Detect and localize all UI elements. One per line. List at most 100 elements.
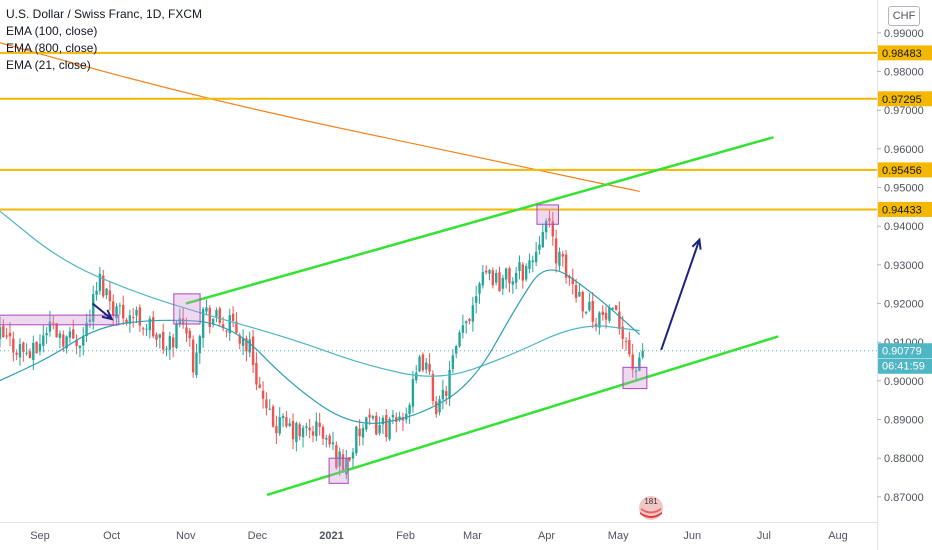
candle-down: [591, 300, 594, 322]
candle-down: [624, 340, 628, 342]
candle-up: [92, 294, 95, 322]
level-price-label: 0.94433: [878, 201, 932, 217]
candle-down: [181, 318, 185, 325]
candle-up: [158, 334, 162, 338]
candle-down: [275, 426, 278, 434]
candle-down: [62, 334, 65, 347]
candle-down: [28, 351, 32, 359]
candle-up: [148, 318, 152, 331]
countdown-label: 06:41:59: [882, 361, 925, 373]
candle-down: [298, 424, 301, 437]
candle-down: [155, 334, 158, 340]
y-tick-label: 0.97000: [884, 105, 924, 117]
y-tick-label: 0.87000: [884, 492, 924, 504]
time-axis-border: [0, 522, 877, 523]
candle-up: [25, 352, 28, 354]
level-price-label-bg: [878, 91, 932, 107]
candle-up: [388, 418, 391, 440]
level-price-label-text: 0.97295: [882, 94, 922, 106]
arrow-line: [660, 239, 701, 351]
legend-symbol-title[interactable]: U.S. Dollar / Swiss Franc, 1D, FXCM: [6, 7, 203, 21]
level-price-label-text: 0.94433: [882, 204, 922, 216]
candle-up: [455, 346, 458, 354]
candle-down: [321, 426, 325, 439]
candle-up: [494, 272, 498, 283]
candle-up: [248, 339, 251, 353]
candle-down: [551, 221, 554, 237]
candle-down: [428, 363, 431, 372]
x-tick-label: Nov: [176, 530, 196, 542]
candle-up: [315, 421, 318, 437]
candle-up: [228, 315, 231, 334]
candle-up: [448, 369, 451, 399]
candle-down: [261, 390, 265, 399]
candle-up: [345, 458, 348, 475]
candle-down: [251, 336, 255, 366]
candle-up: [42, 335, 45, 346]
candle-down: [141, 328, 145, 330]
candle-up: [38, 343, 42, 352]
level-price-label-bg: [878, 45, 932, 61]
candle-up: [215, 310, 218, 317]
flag-watermark-icon: 181: [639, 496, 663, 520]
candle-down: [75, 339, 78, 347]
candle-up: [634, 370, 638, 373]
legend-ema100[interactable]: EMA (100, close): [6, 24, 98, 38]
legend-ema21[interactable]: EMA (21, close): [6, 58, 91, 72]
last-price-label: 0.90779: [878, 343, 932, 359]
candle-up: [115, 306, 118, 318]
candle-down: [271, 406, 275, 427]
candle-down: [191, 339, 195, 373]
candle-up: [175, 323, 178, 348]
candle-up: [398, 416, 401, 421]
x-tick-label: Aug: [828, 530, 848, 542]
candle-down: [468, 319, 471, 321]
candle-up: [371, 416, 375, 419]
candle-up: [301, 427, 305, 438]
candle-down: [445, 391, 448, 396]
highlight-box: [328, 457, 349, 484]
candle-down: [594, 323, 598, 328]
candle-down: [581, 291, 584, 312]
candle-up: [501, 277, 505, 289]
currency-button[interactable]: CHF: [888, 6, 920, 26]
candle-down: [151, 317, 155, 337]
candle-down: [375, 415, 378, 435]
candle-up: [211, 318, 215, 325]
candle-down: [328, 435, 331, 445]
candle-down: [15, 352, 18, 355]
candle-up: [458, 332, 461, 347]
highlight-box: [173, 293, 201, 325]
candle-down: [601, 311, 604, 315]
candle-down: [604, 312, 608, 320]
candle-down: [255, 362, 258, 385]
candle-up: [65, 336, 68, 349]
candle-down: [318, 422, 321, 427]
candle-up: [205, 307, 208, 312]
candle-down: [564, 254, 568, 278]
candle-down: [235, 321, 238, 333]
highlight-box: [0, 314, 120, 326]
candle-up: [381, 417, 385, 425]
candle-up: [361, 427, 365, 438]
legend-ema800[interactable]: EMA (800, close): [6, 41, 98, 55]
candle-up: [88, 319, 92, 322]
candle-down: [311, 431, 315, 436]
candle-down: [102, 275, 105, 297]
candle-down: [161, 331, 165, 350]
candle-up: [305, 426, 308, 428]
candle-up: [195, 352, 198, 376]
candle-up: [105, 288, 108, 296]
candle-up: [528, 260, 531, 269]
candle-up: [584, 311, 588, 314]
candle-down: [112, 301, 115, 316]
countdown-label-bg: [878, 358, 932, 374]
candle-up: [32, 342, 35, 360]
arrow-head: [691, 237, 702, 250]
y-tick-label: 0.96000: [884, 144, 924, 156]
candle-up: [511, 281, 515, 285]
y-tick-label: 0.99000: [884, 28, 924, 40]
y-tick-label: 0.88000: [884, 453, 924, 465]
